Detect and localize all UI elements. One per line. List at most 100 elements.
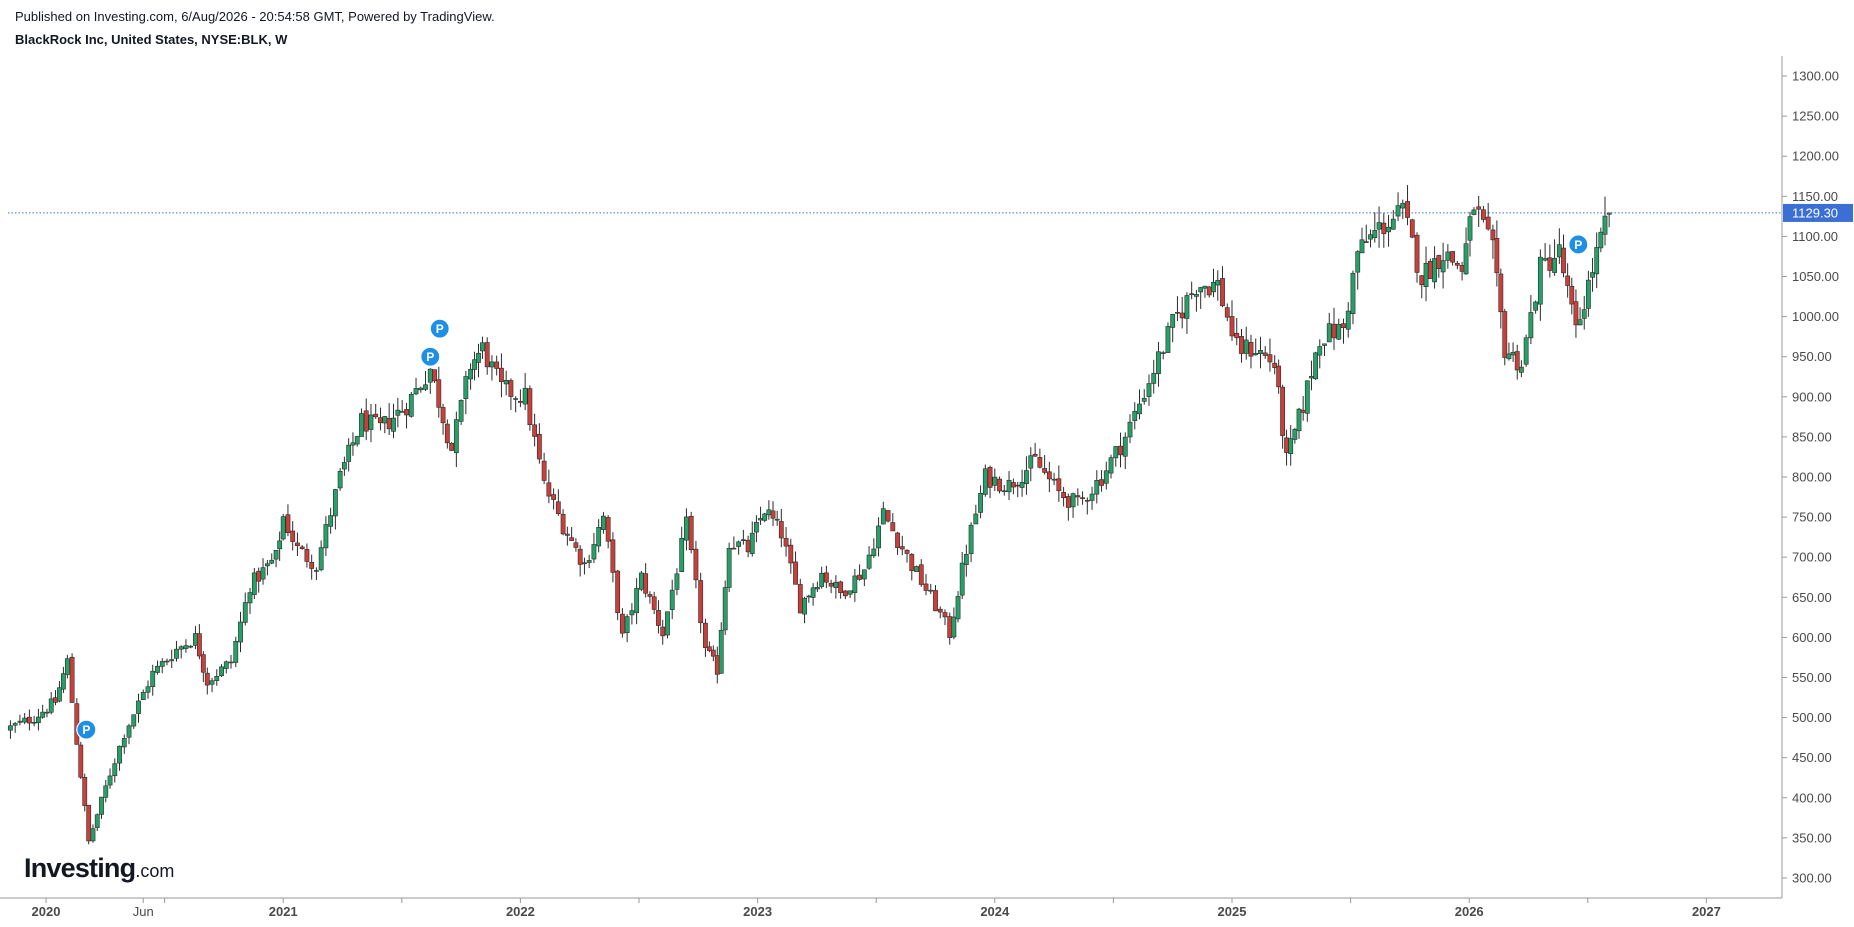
- candle-body: [876, 525, 881, 549]
- candle-body: [740, 539, 746, 541]
- candle-body: [423, 384, 428, 390]
- candle-body: [484, 342, 490, 368]
- candle-body: [1331, 323, 1337, 339]
- candle-body: [806, 595, 812, 598]
- candle-body: [1573, 301, 1579, 326]
- candle-body: [12, 723, 18, 726]
- candle-body: [802, 597, 807, 615]
- candle-body: [22, 717, 28, 723]
- candle-body: [624, 616, 630, 634]
- candle-body: [1481, 209, 1486, 220]
- candle-body: [643, 573, 649, 594]
- x-tick-label: 2022: [506, 904, 535, 919]
- candle-body: [987, 467, 993, 488]
- candle-body: [527, 388, 533, 425]
- candle-body: [698, 580, 704, 624]
- candle-body: [890, 522, 896, 532]
- candle-body: [714, 655, 720, 675]
- candle-body: [1080, 497, 1085, 499]
- candle-body: [564, 533, 570, 536]
- candle-body: [341, 462, 347, 470]
- candle-body: [1419, 275, 1425, 286]
- candle-body: [1253, 353, 1259, 356]
- candle-body: [1028, 455, 1034, 469]
- y-tick-label: 550.00: [1792, 670, 1832, 685]
- candle-body: [1533, 301, 1539, 311]
- candle-body: [17, 720, 23, 723]
- x-tick-label: 2025: [1218, 904, 1247, 919]
- candle-body: [1089, 493, 1095, 501]
- candle-body: [959, 562, 965, 596]
- candle-body: [634, 588, 640, 613]
- candle-body: [242, 602, 248, 623]
- candle-body: [532, 424, 538, 437]
- candle-body: [1350, 272, 1356, 315]
- candle-body: [468, 368, 473, 380]
- candle-body: [1065, 496, 1071, 508]
- candle-body: [449, 442, 455, 451]
- candle-body: [1414, 234, 1420, 273]
- candle-body: [1156, 351, 1161, 375]
- candle-body: [121, 738, 127, 748]
- candle-body: [1436, 255, 1442, 270]
- x-tick-label: 2024: [980, 904, 1010, 919]
- candle-body: [1202, 285, 1208, 289]
- candle-body: [810, 587, 816, 598]
- candle-body: [413, 388, 419, 395]
- candle-body: [1506, 353, 1512, 360]
- candle-body: [766, 509, 772, 516]
- candle-body: [427, 368, 433, 383]
- candle-body: [78, 744, 84, 778]
- candle-body: [1606, 212, 1612, 215]
- candle-body: [1001, 490, 1007, 493]
- candle-body: [933, 590, 938, 612]
- candle-body: [155, 665, 160, 673]
- candle-body: [277, 540, 283, 550]
- candle-body: [1445, 251, 1451, 261]
- candle-body: [1510, 352, 1516, 356]
- candle-body: [1084, 499, 1090, 502]
- candle-body: [852, 575, 858, 593]
- y-tick-label: 850.00: [1792, 429, 1832, 444]
- candle-body: [1523, 337, 1529, 365]
- y-tick-label: 500.00: [1792, 710, 1832, 725]
- candle-body: [1061, 492, 1066, 499]
- candle-body: [828, 582, 834, 587]
- candle-body: [1304, 380, 1310, 414]
- x-tick-label: 2020: [32, 904, 61, 919]
- candle-body: [463, 376, 469, 399]
- candle-body: [1051, 478, 1057, 481]
- candle-body: [1046, 471, 1052, 480]
- candle-body: [328, 515, 334, 527]
- candle-body: [280, 516, 286, 540]
- candle-body: [718, 630, 724, 674]
- candle-body: [1594, 247, 1600, 275]
- candle-body: [314, 570, 319, 572]
- candle-body: [386, 418, 392, 430]
- candle-body: [1132, 411, 1138, 422]
- candle-body: [169, 659, 175, 662]
- candle-body: [684, 516, 689, 541]
- candle-body: [499, 367, 504, 383]
- candle-body: [1070, 493, 1076, 508]
- candle-body: [669, 589, 675, 610]
- candle-body: [64, 658, 70, 675]
- candle-body: [1471, 209, 1477, 215]
- candle-body: [1313, 352, 1319, 380]
- candle-body: [1565, 275, 1571, 286]
- candle-body: [395, 409, 401, 416]
- candle-body: [745, 539, 751, 553]
- candle-body: [1432, 258, 1437, 283]
- candle-body: [778, 521, 784, 539]
- candle-body: [610, 539, 616, 573]
- candle-body: [494, 361, 500, 369]
- candle-body: [1056, 478, 1062, 492]
- candle-body: [586, 560, 592, 563]
- candle-body: [1368, 234, 1373, 240]
- candle-body: [90, 828, 96, 842]
- candle-body: [710, 649, 716, 657]
- candle-body: [103, 785, 109, 798]
- candle-body: [814, 587, 820, 590]
- candle-body: [299, 546, 305, 549]
- candle-body: [350, 442, 356, 446]
